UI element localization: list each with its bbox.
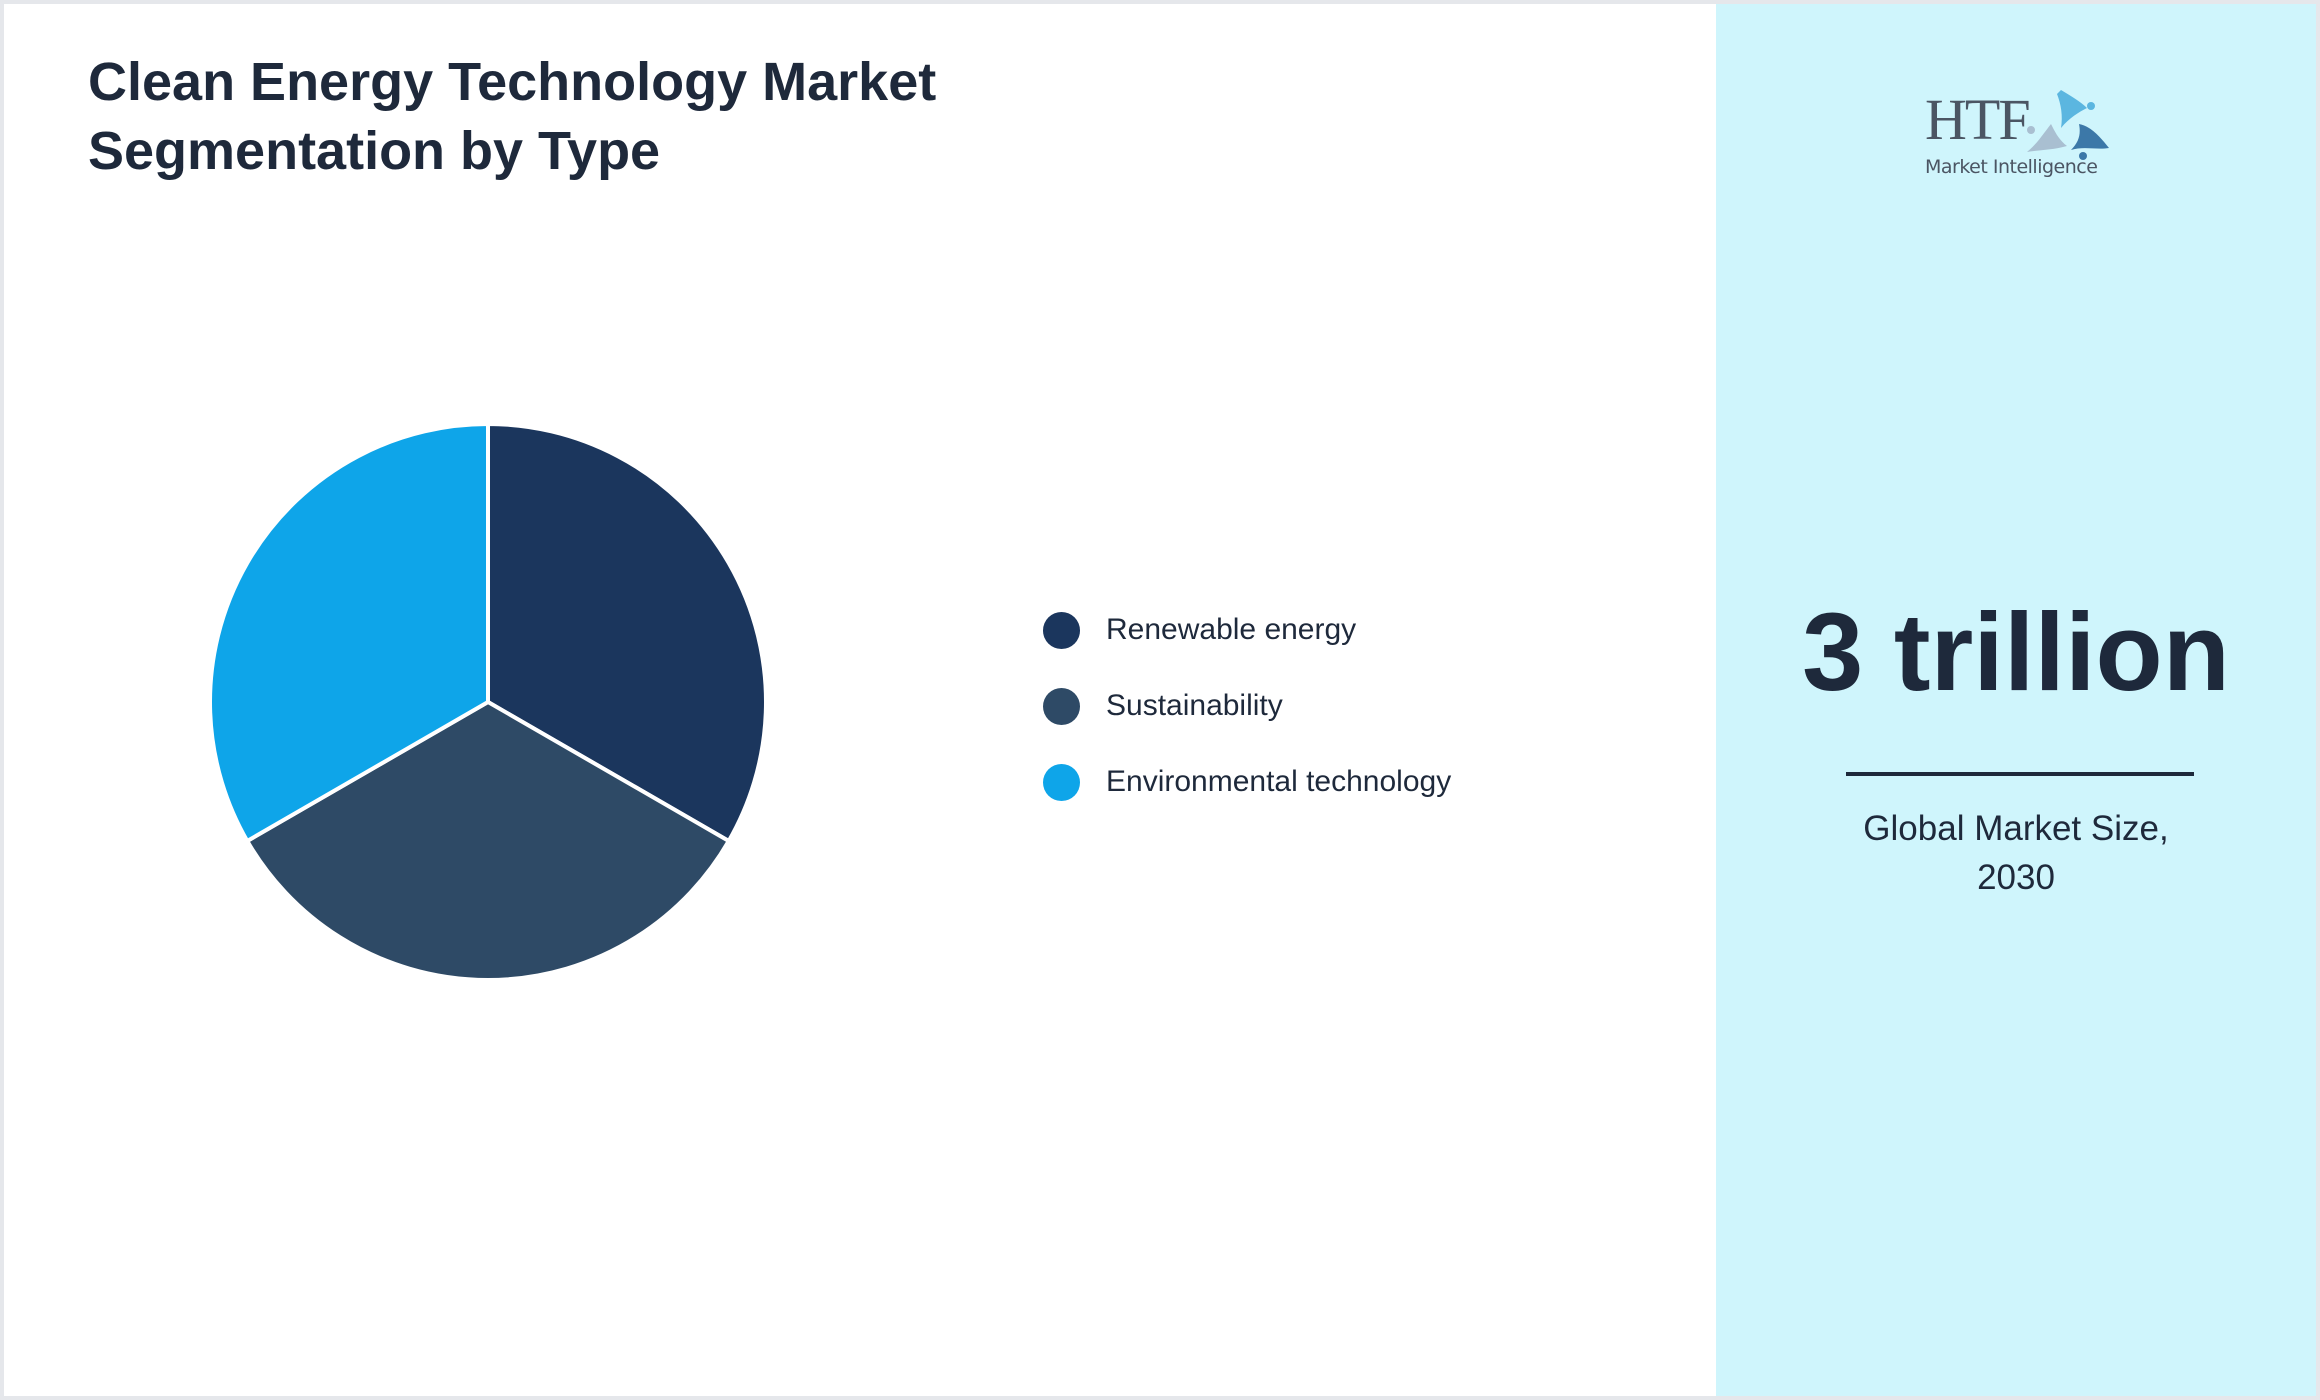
chart-title-line-1: Clean Energy Technology Market (88, 52, 937, 112)
legend-item-sustainability: Sustainability (1043, 684, 1451, 728)
market-size-panel: HTF Market Intelligence 3 trillion Globa… (1716, 4, 2316, 1396)
legend-swatch-icon (1043, 687, 1080, 725)
caption-line-1: Global Market Size, (1863, 809, 2169, 848)
pie-chart (208, 422, 768, 982)
legend-label: Renewable energy (1106, 613, 1357, 646)
people-circle-logo-icon (2027, 90, 2109, 160)
htf-logo: HTF Market Intelligence (1925, 84, 2115, 184)
legend-label: Sustainability (1106, 689, 1283, 722)
market-size-caption: Global Market Size, 2030 (1716, 804, 2316, 902)
logo-tagline: Market Intelligence (1925, 156, 2098, 178)
legend-swatch-icon (1043, 611, 1080, 649)
chart-area: Clean Energy Technology Market Segmentat… (4, 4, 1716, 1396)
market-size-value: 3 trillion (1802, 591, 2230, 714)
caption-line-2: 2030 (1977, 858, 2055, 897)
chart-title: Clean Energy Technology Market Segmentat… (88, 48, 1088, 186)
legend-item-renewable-energy: Renewable energy (1043, 608, 1451, 652)
logo-brand-text: HTF (1925, 87, 2031, 152)
chart-legend: Renewable energy Sustainability Environm… (1043, 608, 1451, 836)
pie-slice-environmental-technology (208, 422, 490, 843)
legend-item-environmental-technology: Environmental technology (1043, 760, 1451, 804)
pie-slice-sustainability (245, 700, 731, 982)
pie-slice-renewable-energy (486, 422, 768, 843)
divider (1846, 772, 2194, 776)
chart-title-line-2: Segmentation by Type (88, 121, 661, 181)
legend-swatch-icon (1043, 763, 1080, 801)
legend-label: Environmental technology (1106, 765, 1452, 798)
